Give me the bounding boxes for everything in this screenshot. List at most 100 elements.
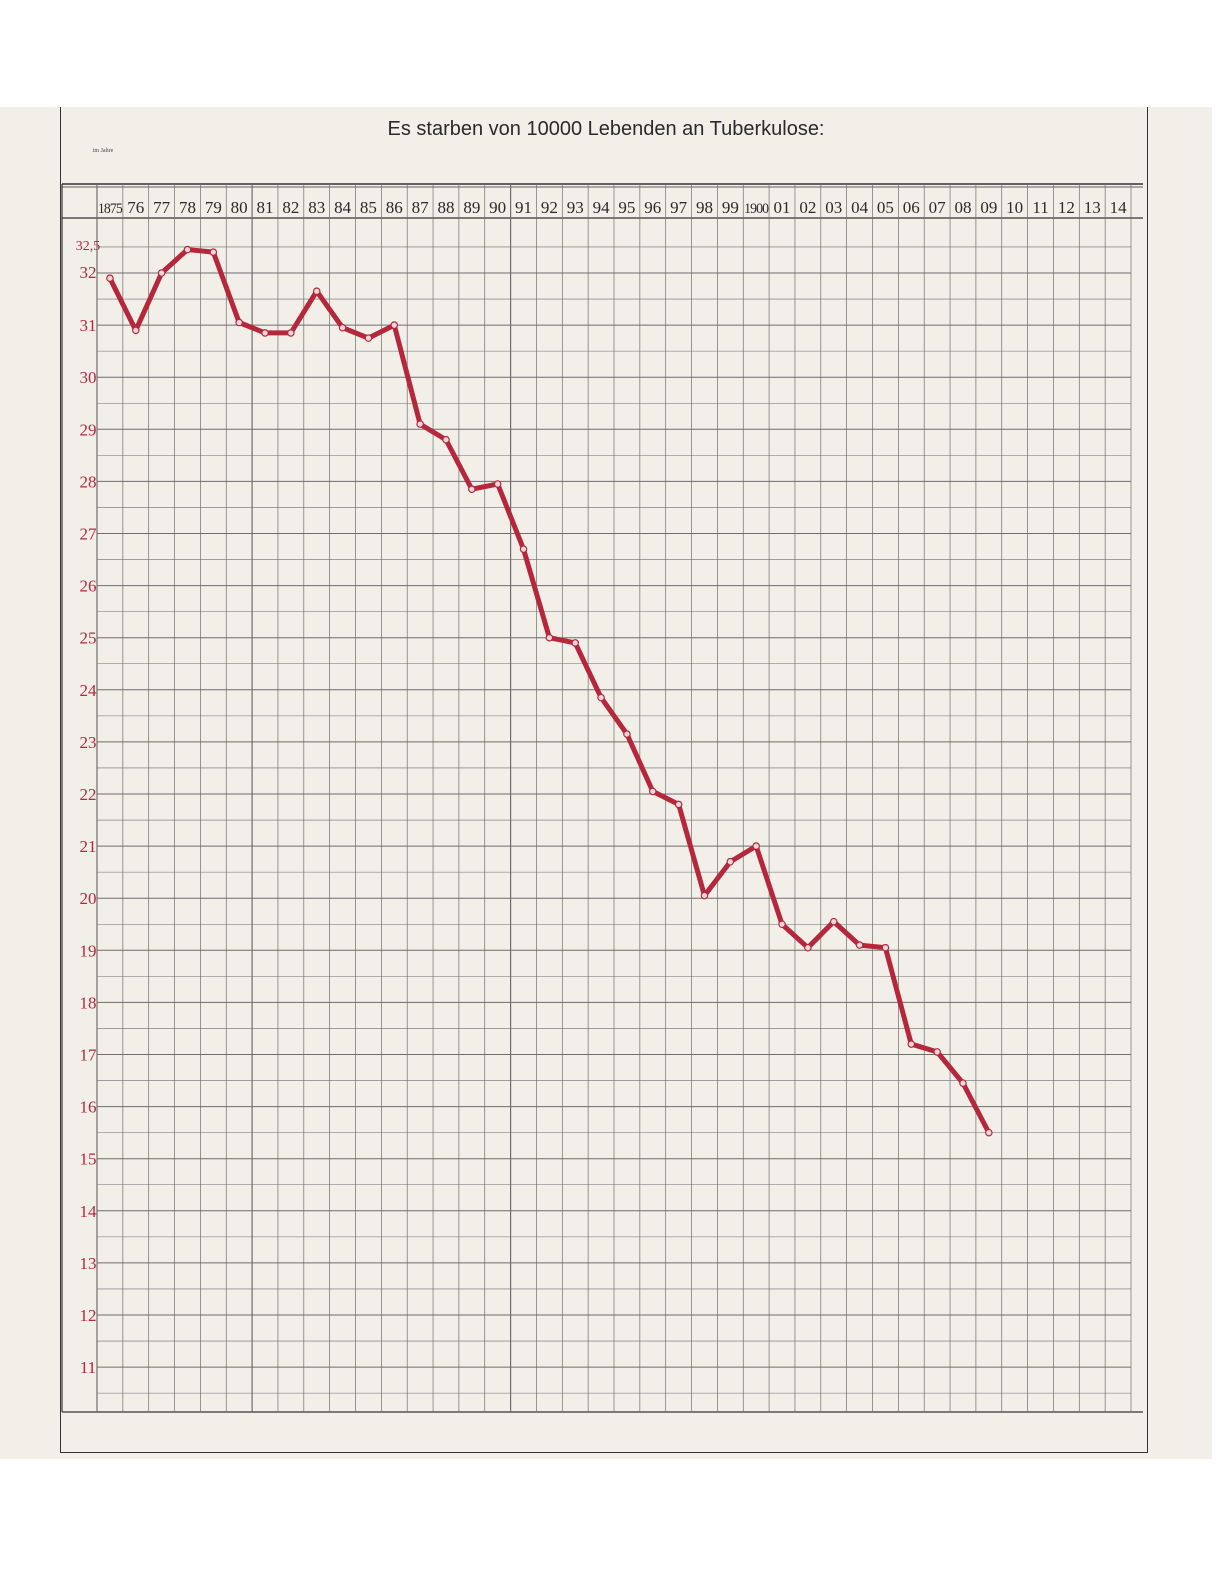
data-point [312,287,321,296]
year-label: 90 [489,198,506,217]
data-point [183,245,192,254]
y-tick-label: 17 [80,1046,98,1065]
year-label: 14 [1110,198,1128,217]
data-point [985,1128,993,1137]
year-label: 1875 [98,201,122,217]
year-label: 80 [231,198,248,217]
year-label: 08 [954,198,971,217]
data-point [829,917,838,926]
data-point [623,730,631,738]
y-tick-label: 11 [80,1358,96,1377]
y-tick-label: 12 [80,1306,97,1325]
data-point [131,326,140,335]
y-tick-label: 24 [80,681,98,700]
year-label: 78 [179,198,196,217]
data-point [726,857,735,866]
data-point [881,943,890,952]
y-tick-label: 15 [80,1150,97,1169]
data-point [106,274,114,283]
data-point [674,800,683,809]
year-label: 99 [722,198,739,217]
data-point [778,920,786,929]
year-label: 12 [1058,198,1075,217]
year-label: 82 [282,198,299,217]
data-point [933,1048,941,1056]
year-label: 1900 [744,201,768,217]
year-label: 98 [696,198,713,217]
year-label: 97 [670,198,688,217]
data-point [390,321,399,329]
year-label: 93 [567,198,584,217]
chart-frame [60,107,1148,1453]
year-label: 11 [1032,198,1048,217]
y-tick-label: 32 [80,263,97,282]
y-tick-label: 25 [80,629,97,648]
data-point [261,329,269,337]
data-point [519,545,528,553]
year-label: 89 [463,198,480,217]
year-label: 06 [903,198,920,217]
data-point [157,269,166,277]
year-label: 81 [257,198,274,217]
year-label: 03 [825,198,842,217]
data-point [855,941,864,949]
y-tick-label: 20 [80,889,97,908]
year-label: 02 [799,198,816,217]
year-label: 07 [929,198,947,217]
y-tick-label: 26 [80,577,97,596]
year-label: 94 [593,198,611,217]
y-tick-label: 28 [80,472,97,491]
data-point [571,639,580,647]
data-point [700,891,709,900]
y-tick-label: 18 [80,993,97,1012]
y-tick-label: 30 [80,368,97,387]
year-label: 01 [774,198,791,217]
data-point [442,435,450,444]
year-label: 09 [980,198,997,217]
data-point [364,334,373,342]
data-point [468,485,476,494]
year-label: 04 [851,198,869,217]
year-label: 95 [618,198,635,217]
data-point [804,943,812,952]
data-point [416,420,424,428]
y-tick-label: 23 [80,733,97,752]
year-label: 10 [1006,198,1023,217]
tuberculosis-death-rate-line [107,247,992,1136]
data-point [648,787,657,796]
data-point [338,323,347,332]
y-tick-label: 21 [80,837,97,856]
data-point [209,248,218,256]
year-label: 77 [153,198,171,217]
y-tick-label: 31 [80,316,97,335]
data-point [752,842,760,850]
y-tick-label: 19 [80,941,97,960]
data-point [597,693,605,702]
data-point [493,480,502,488]
year-label: 84 [334,198,352,217]
year-label: 91 [515,198,532,217]
data-point [907,1040,916,1048]
year-label: 76 [127,198,144,217]
y-tick-label: 16 [80,1098,97,1117]
year-label: 88 [437,198,454,217]
year-label: 86 [386,198,403,217]
year-label: 79 [205,198,222,217]
data-point [287,329,295,337]
y-tick-label: 29 [80,420,97,439]
data-point [959,1079,967,1087]
year-label: 13 [1084,198,1101,217]
year-label: 92 [541,198,558,217]
year-label: 83 [308,198,325,217]
y-tick-label: 14 [80,1202,98,1221]
year-label: 05 [877,198,894,217]
data-point [545,633,554,642]
y-tick-label: 32,5 [76,239,101,254]
year-caption: im Jahre [92,148,114,154]
data-point [235,318,243,327]
y-tick-label: 13 [80,1254,97,1273]
year-label: 87 [412,198,430,217]
y-tick-label: 27 [80,525,98,544]
year-label: 85 [360,198,377,217]
